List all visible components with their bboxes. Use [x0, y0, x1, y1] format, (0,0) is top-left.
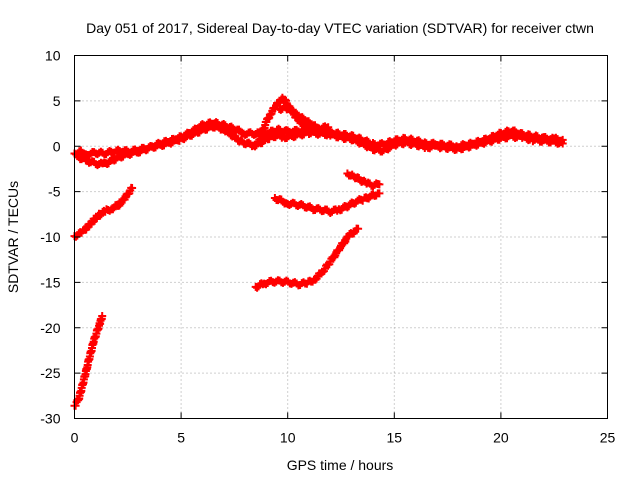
series-main-band-high: [74, 118, 567, 170]
series-excursion-upper: [275, 102, 328, 134]
x-tick-label: 5: [177, 430, 185, 446]
series-markers: [270, 189, 384, 217]
plot-frame: [74, 55, 608, 419]
series-arc-steep: [70, 312, 107, 410]
series-arc-short: [343, 169, 384, 191]
series-arc-early: [70, 183, 137, 241]
series-arc-low: [251, 224, 363, 292]
tick-layer: 0 5 10 15 20 25 -30 -25 -20 -15 -10 -5 0 5 10: [40, 48, 615, 446]
y-tick-label: -30: [40, 411, 60, 427]
series-markers: [74, 118, 567, 170]
y-tick-label: 0: [53, 138, 61, 154]
y-tick-label: -15: [40, 274, 60, 290]
series-markers: [275, 102, 328, 134]
y-tick-label: 5: [53, 93, 61, 109]
series-markers: [70, 183, 137, 241]
x-tick-label: 15: [387, 430, 403, 446]
y-tick-label: -10: [40, 229, 60, 245]
x-tick-label: 20: [493, 430, 509, 446]
chart-title: Day 051 of 2017, Sidereal Day-to-day VTE…: [86, 20, 594, 36]
grid-layer: [74, 55, 608, 419]
series-markers: [70, 312, 107, 410]
x-tick-label: 10: [280, 430, 296, 446]
x-tick-label: 0: [71, 430, 79, 446]
series-markers: [343, 169, 384, 191]
y-axis-label: SDTVAR / TECUs: [5, 181, 21, 293]
data-layer: [70, 93, 567, 410]
series-markers: [251, 224, 363, 292]
y-tick-label: 10: [45, 48, 61, 64]
series-arc-mid: [270, 189, 384, 217]
y-tick-label: -5: [48, 184, 61, 200]
x-axis-label: GPS time / hours: [287, 457, 394, 473]
x-tick-label: 25: [600, 430, 616, 446]
y-tick-label: -20: [40, 320, 60, 336]
y-tick-label: -25: [40, 365, 60, 381]
